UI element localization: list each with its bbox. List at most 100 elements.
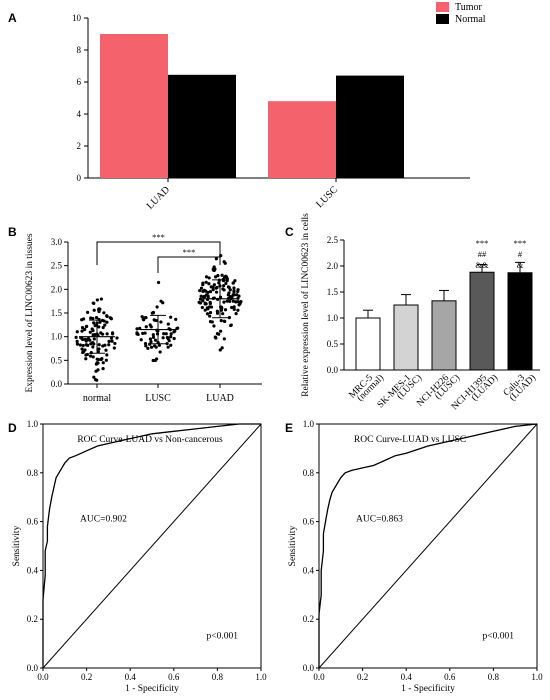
panel-b-point-normal: [94, 315, 99, 320]
panel-a-bar-tumor-lusc: [268, 101, 336, 178]
panel-b-point-lusc: [149, 340, 153, 344]
panel-e-x-axis-label: 1 - Specificity: [401, 683, 455, 694]
panel-b-y-tick-label: 1.5: [51, 308, 63, 318]
panel-label-c: C: [285, 225, 294, 239]
panel-d-reference-diagonal: [42, 423, 262, 669]
panel-b-point-normal: [94, 362, 99, 366]
panel-b-point-luad: [202, 294, 206, 299]
panel-e-p-value-label: p<0.001: [483, 632, 515, 642]
panel-a-bar-normal-luad: [168, 74, 236, 178]
panel-b-point-luad: [201, 283, 205, 287]
panel-e-x-tick-label: 0.2: [357, 672, 368, 682]
panel-b-point-luad: [232, 290, 236, 294]
panel-b-point-normal: [96, 350, 100, 354]
panel-e-x-tick-label: 0.8: [488, 672, 500, 682]
panel-d-y-tick-label: 0.6: [27, 517, 39, 527]
panel-a-y-tick-label: 0: [77, 173, 82, 183]
panel-b-point-luad: [236, 289, 240, 294]
panel-d-y-tick-label: 0.4: [27, 565, 39, 575]
panel-b-point-luad: [232, 293, 236, 297]
panel-b-point-lusc: [156, 280, 161, 285]
panel-b-y-tick-label: 2.5: [51, 261, 63, 271]
panel-b-point-luad: [230, 305, 234, 310]
panel-b-point-normal: [80, 326, 85, 330]
panel-e-x-tick-label: 0.4: [401, 672, 413, 682]
panel-b-point-lusc: [135, 327, 139, 331]
panel-b-point-normal: [97, 343, 101, 347]
panel-e-y-tick-label: 0.0: [303, 663, 315, 673]
panel-b-point-luad: [231, 281, 235, 285]
panel-b-point-lusc: [165, 341, 169, 346]
panel-b-point-lusc: [173, 329, 177, 333]
panel-b-significance-label: ***: [152, 232, 165, 242]
panel-b-point-normal: [107, 339, 111, 344]
panel-c-y-axis-label: Relative expression level of LINC00623 i…: [300, 213, 311, 397]
panel-b-x-tick-label: LUAD: [206, 393, 234, 404]
panel-b-x-tick-label: LUSC: [145, 393, 171, 404]
panel-e-y-tick-label: 0.6: [303, 517, 315, 527]
panel-b-point-normal: [80, 318, 84, 322]
panel-d-y-tick-label: 0.8: [27, 468, 39, 478]
panel-c-y-tick-label: 2.0: [327, 261, 339, 271]
panel-b-point-luad: [231, 299, 235, 303]
panel-a-x-tick-label: LUAD: [145, 184, 172, 211]
panel-b-point-normal: [88, 354, 93, 358]
panel-b-point-lusc: [149, 325, 153, 329]
panel-e-roc-line: [318, 423, 538, 668]
panel-b-point-luad: [214, 290, 219, 294]
panel-b-point-lusc: [144, 315, 148, 320]
panel-b-point-luad: [200, 305, 204, 310]
panel-b-point-luad: [236, 308, 240, 312]
panel-label-b: B: [8, 225, 17, 239]
panel-b-point-luad: [201, 289, 205, 293]
panel-b-point-normal: [86, 310, 90, 314]
panel-d-x-tick-label: 1.0: [255, 672, 267, 682]
panel-b-point-lusc: [149, 345, 154, 349]
panel-b-point-normal: [107, 343, 111, 347]
panel-b-y-tick-label: 0.5: [51, 355, 63, 365]
panel-b-y-tick-label: 0.0: [51, 379, 63, 389]
panel-b-point-normal: [113, 341, 117, 346]
panel-b-point-normal: [80, 347, 84, 351]
panel-c-y-tick-label: 0.0: [327, 365, 339, 375]
panel-b-point-normal: [80, 329, 84, 333]
panel-b-point-luad: [215, 309, 219, 313]
panel-b-point-lusc: [153, 318, 157, 323]
panel-b-point-lusc: [161, 336, 165, 340]
panel-d-roc-curve: 0.00.0 0.2 0.2 0.4 0.4 0.6 0.6 0.8 0.8 1.0 1.0 ROC …: [12, 419, 267, 694]
panel-b-significance-label: ***: [183, 247, 196, 257]
panel-b-point-luad: [219, 329, 223, 333]
panel-e-x-tick-label: 0.6: [444, 672, 456, 682]
panel-b-point-normal: [112, 346, 116, 350]
panel-b-point-lusc: [135, 331, 139, 335]
panel-b-point-luad: [214, 257, 218, 261]
panel-e-y-axis-label: Sensitivity: [288, 525, 298, 566]
panel-b-point-luad: [215, 285, 219, 290]
panel-b-point-lusc: [167, 339, 171, 343]
panel-b-point-normal: [99, 331, 103, 335]
panel-b-point-normal: [74, 335, 78, 339]
panel-b-point-normal: [85, 352, 90, 357]
panel-c-y-tick-label: 1.5: [327, 287, 339, 297]
panel-b-y-tick-label: 1.0: [51, 332, 63, 342]
panel-b-point-luad: [224, 274, 228, 278]
panel-b-point-lusc: [143, 341, 148, 346]
panel-e-reference-diagonal: [318, 423, 538, 669]
panel-b-point-normal: [88, 330, 92, 334]
panel-d-x-tick-label: 0.0: [37, 672, 49, 682]
panel-b-x-tick-label: normal: [83, 393, 112, 404]
panel-b-point-normal: [110, 331, 115, 335]
panel-b-point-lusc: [159, 320, 163, 324]
panel-b-point-luad: [220, 273, 224, 277]
panel-d-y-axis-label: Sensitivity: [12, 525, 22, 566]
panel-b-point-lusc: [169, 343, 173, 347]
panel-b-point-normal: [89, 351, 93, 355]
panel-b-point-luad: [216, 274, 220, 278]
panel-b-point-lusc: [169, 335, 173, 339]
panel-b-point-luad: [232, 307, 236, 311]
panel-b-point-normal: [84, 339, 88, 343]
panel-b-point-normal: [75, 339, 79, 344]
panel-b-y-tick-label: 2.0: [51, 284, 63, 294]
panel-b-point-luad: [218, 348, 222, 352]
